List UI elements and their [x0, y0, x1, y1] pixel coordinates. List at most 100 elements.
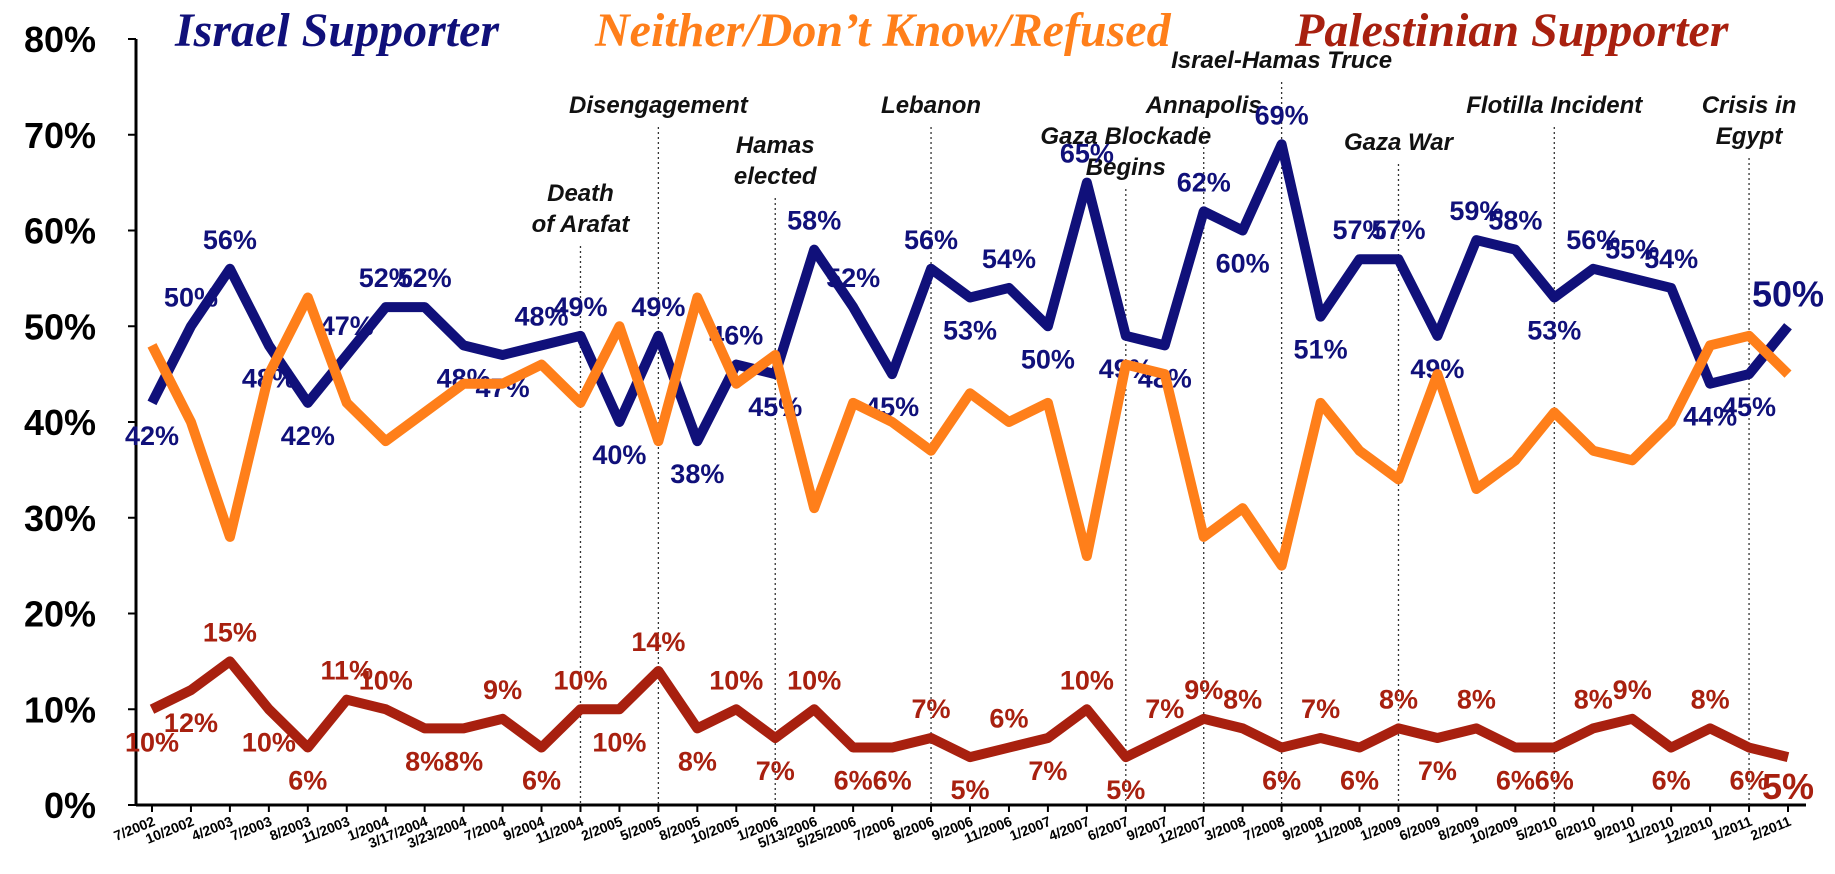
data-label: 6% [1496, 766, 1535, 796]
data-label: 7% [756, 756, 795, 786]
annotation: elected [734, 163, 818, 190]
data-label: 10% [787, 665, 841, 695]
data-label: 9% [1184, 675, 1223, 705]
data-label: 6% [834, 766, 873, 796]
x-tick-label: 2/2011 [1748, 813, 1793, 844]
data-label: 53% [1527, 316, 1581, 346]
y-tick-label: 40% [24, 402, 96, 443]
data-label: 69% [1255, 100, 1309, 130]
data-label: 40% [592, 440, 646, 470]
data-label: 45% [1722, 392, 1776, 422]
annotation: Egypt [1716, 123, 1784, 150]
data-label: 54% [982, 244, 1036, 274]
data-label: 58% [1488, 206, 1542, 236]
data-label: 5% [1762, 766, 1814, 807]
data-label: 52% [398, 263, 452, 293]
annotation: Crisis in [1702, 92, 1797, 119]
annotation: Disengagement [569, 92, 749, 119]
data-label: 6% [1730, 766, 1769, 796]
data-label: 7% [1145, 694, 1184, 724]
data-label: 9% [1613, 675, 1652, 705]
annotation: Annapolis [1145, 92, 1262, 119]
data-label: 12% [164, 708, 218, 738]
data-label: 15% [203, 617, 257, 647]
annotation: of Arafat [532, 211, 631, 238]
data-label: 50% [164, 282, 218, 312]
data-label: 65% [1060, 139, 1114, 169]
series-line [147, 292, 1792, 571]
y-tick-label: 10% [24, 689, 96, 730]
data-label: 62% [1177, 167, 1231, 197]
data-label: 6% [288, 766, 327, 796]
data-label: 10% [1060, 665, 1114, 695]
annotation: Lebanon [881, 92, 981, 119]
data-label: 6% [1652, 766, 1691, 796]
data-label: 48% [515, 301, 569, 331]
series-line [149, 656, 1790, 763]
data-label: 5% [950, 775, 989, 805]
y-tick-label: 0% [44, 785, 96, 826]
data-label: 6% [989, 704, 1028, 734]
data-label: 49% [553, 292, 607, 322]
data-label: 52% [826, 263, 880, 293]
data-label: 53% [943, 316, 997, 346]
data-label: 60% [1216, 249, 1270, 279]
data-label: 6% [1535, 766, 1574, 796]
data-label: 42% [125, 421, 179, 451]
data-label: 56% [1566, 225, 1620, 255]
data-label: 49% [631, 292, 685, 322]
legend-entry: Palestinian Supporter [1294, 4, 1730, 57]
data-label: 7% [1028, 756, 1067, 786]
data-label: 57% [1371, 215, 1425, 245]
data-label: 8% [678, 746, 717, 776]
data-label: 7% [1301, 694, 1340, 724]
data-label: 7% [1418, 756, 1457, 786]
y-tick-label: 70% [24, 115, 96, 156]
data-label: 10% [125, 727, 179, 757]
data-label: 10% [242, 727, 296, 757]
annotation: Gaza Blockade [1040, 123, 1211, 150]
y-tick-label: 20% [24, 594, 96, 635]
data-label: 8% [1691, 684, 1730, 714]
data-label: 52% [359, 263, 413, 293]
data-label: 8% [1457, 684, 1496, 714]
y-tick-label: 50% [24, 306, 96, 347]
annotation: Death [547, 180, 614, 207]
data-label: 59% [1449, 196, 1503, 226]
data-label: 6% [873, 766, 912, 796]
data-label: 55% [1605, 234, 1659, 264]
data-label: 56% [203, 225, 257, 255]
data-label: 50% [1021, 344, 1075, 374]
data-label: 10% [592, 727, 646, 757]
data-label: 42% [281, 421, 335, 451]
data-label: 57% [1333, 215, 1387, 245]
data-label: 38% [670, 459, 724, 489]
y-tick-label: 80% [24, 19, 96, 60]
data-label: 58% [787, 206, 841, 236]
data-label: 54% [1644, 244, 1698, 274]
data-label: 44% [1683, 402, 1737, 432]
data-label: 5% [1106, 775, 1145, 805]
data-label: 51% [1294, 335, 1348, 365]
data-label: 14% [631, 627, 685, 657]
y-tick-label: 60% [24, 211, 96, 252]
data-label: 6% [1340, 766, 1379, 796]
data-label: 8% [1223, 684, 1262, 714]
series-line [147, 139, 1792, 447]
legend-entry: Neither/Don’t Know/Refused [594, 4, 1172, 57]
data-label: 50% [1752, 273, 1824, 314]
data-label: 9% [483, 675, 522, 705]
data-label: 56% [904, 225, 958, 255]
data-label: 8% [1379, 684, 1418, 714]
annotation: Flotilla Incident [1466, 92, 1643, 119]
data-label: 7% [912, 694, 951, 724]
data-label: 6% [1262, 766, 1301, 796]
data-label: 10% [553, 665, 607, 695]
annotation: Begins [1086, 154, 1166, 181]
data-label: 11% [320, 656, 373, 686]
data-label: 10% [709, 665, 763, 695]
data-label: 8% [444, 746, 483, 776]
annotation: Hamas [736, 132, 815, 159]
data-label: 47% [320, 311, 374, 341]
